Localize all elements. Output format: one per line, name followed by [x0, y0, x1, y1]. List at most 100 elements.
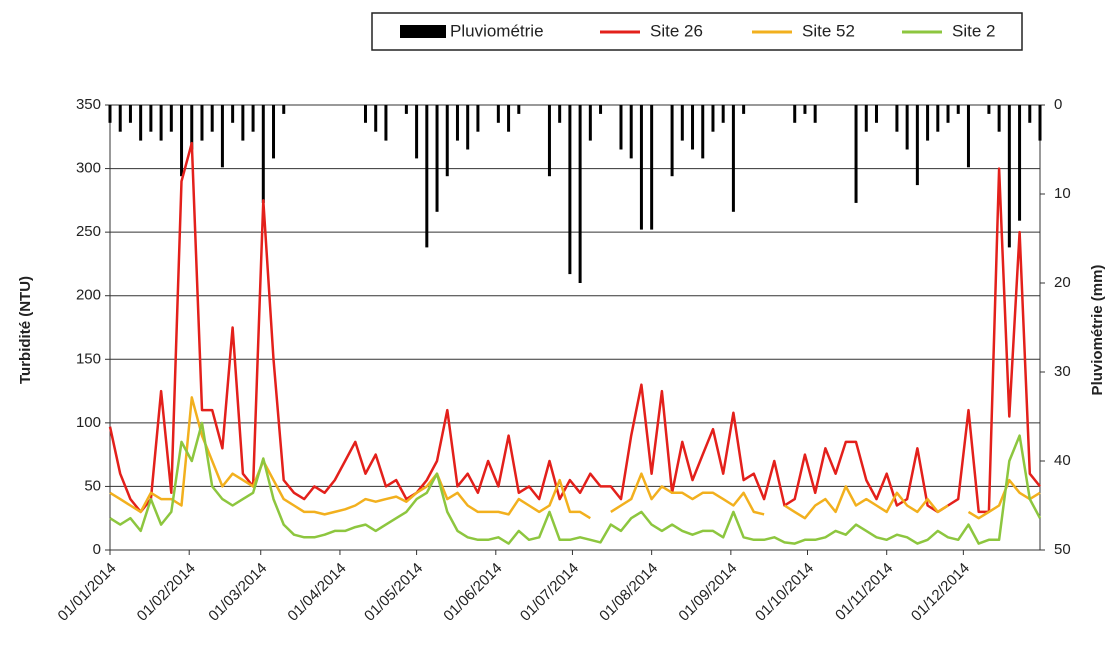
y2-tick-label: 50 [1054, 541, 1071, 558]
rain-bar [159, 105, 163, 141]
rain-bar [272, 105, 276, 159]
y-tick-label: 0 [93, 541, 101, 558]
rain-bar [599, 105, 603, 114]
x-tick-label: 01/08/2014 [596, 560, 661, 625]
rain-bar [190, 105, 194, 150]
series-line [109, 421, 1042, 545]
series-line [109, 396, 1041, 520]
rain-bar [517, 105, 521, 114]
rain-bar [1028, 105, 1032, 123]
rain-bar [374, 105, 378, 132]
rain-bar [568, 105, 572, 275]
rain-bar [711, 105, 715, 132]
rain-bar [210, 105, 214, 132]
rain-bar [231, 105, 235, 123]
rain-bar [118, 105, 122, 132]
legend-label: Site 26 [650, 21, 703, 40]
series-line [108, 141, 1041, 514]
rain-bar [670, 105, 674, 177]
rain-bar [466, 105, 470, 150]
rain-bar [149, 105, 153, 132]
rain-bar [363, 105, 367, 123]
rain-bar [404, 105, 408, 114]
x-tick-label: 01/10/2014 [752, 560, 817, 625]
y2-tick-label: 0 [1054, 96, 1062, 113]
x-tick-label: 01/04/2014 [284, 560, 349, 625]
rain-bar [547, 105, 551, 177]
rain-bar [966, 105, 970, 168]
rain-bar [742, 105, 746, 114]
rain-bar [220, 105, 224, 168]
rain-bar [415, 105, 419, 159]
rain-bar [578, 105, 582, 283]
rain-bar [793, 105, 797, 123]
y-tick-label: 150 [76, 350, 101, 367]
x-tick-label: 01/06/2014 [440, 560, 505, 625]
rain-bar [987, 105, 991, 114]
rain-bar [639, 105, 643, 230]
y2-axis-label: Pluviométrie (mm) [1089, 265, 1106, 396]
rain-bar [619, 105, 623, 150]
rain-bar [629, 105, 633, 159]
rain-bar [588, 105, 592, 141]
legend-swatch [400, 25, 446, 38]
rain-bar [455, 105, 459, 141]
rain-bar [169, 105, 173, 132]
rain-bar [936, 105, 940, 132]
rain-bar [558, 105, 562, 123]
rain-bar [895, 105, 899, 132]
rain-bar [997, 105, 1001, 132]
rain-bar [946, 105, 950, 123]
y-tick-label: 100 [76, 414, 101, 431]
x-tick-label: 01/07/2014 [517, 560, 582, 625]
rain-bar [956, 105, 960, 114]
rain-bar [435, 105, 439, 212]
rain-bar [731, 105, 735, 212]
rain-bar [1007, 105, 1011, 248]
rain-bar [1038, 105, 1042, 141]
x-tick-label: 01/09/2014 [675, 560, 740, 625]
legend-label: Pluviométrie [450, 21, 544, 40]
rain-bar [445, 105, 449, 177]
rain-bar [813, 105, 817, 123]
y-tick-label: 350 [76, 96, 101, 113]
rain-bar [261, 105, 265, 203]
y2-tick-label: 10 [1054, 185, 1071, 202]
y-axis-label: Turbidité (NTU) [17, 276, 34, 384]
rain-bar [701, 105, 705, 159]
x-tick-label: 01/01/2014 [55, 560, 120, 625]
rain-bar [241, 105, 245, 141]
rain-bar [507, 105, 511, 132]
rain-bar [721, 105, 725, 123]
x-tick-label: 01/03/2014 [205, 560, 270, 625]
x-tick-label: 01/05/2014 [361, 560, 426, 625]
rain-bar [476, 105, 480, 132]
y-tick-label: 250 [76, 223, 101, 240]
rain-bar [803, 105, 807, 114]
x-tick-label: 01/02/2014 [134, 560, 199, 625]
rain-bar [496, 105, 500, 123]
rain-bar [251, 105, 255, 132]
y2-tick-label: 20 [1054, 274, 1071, 291]
rain-bar [905, 105, 909, 150]
rain-bar [128, 105, 132, 123]
legend-label: Site 2 [952, 21, 995, 40]
rain-bar [874, 105, 878, 123]
y-tick-label: 50 [84, 477, 101, 494]
rain-bar [864, 105, 868, 132]
rain-bar [650, 105, 654, 230]
rain-bar [680, 105, 684, 141]
rain-bar [139, 105, 143, 141]
rain-bar [915, 105, 919, 186]
legend-label: Site 52 [802, 21, 855, 40]
rain-bar [1018, 105, 1022, 221]
rain-bar [282, 105, 286, 114]
rain-bar [854, 105, 858, 203]
y-tick-label: 300 [76, 160, 101, 177]
rain-bar [108, 105, 112, 123]
rain-bar [926, 105, 930, 141]
y2-tick-label: 30 [1054, 363, 1071, 380]
y2-tick-label: 40 [1054, 452, 1071, 469]
rain-bar [425, 105, 429, 248]
